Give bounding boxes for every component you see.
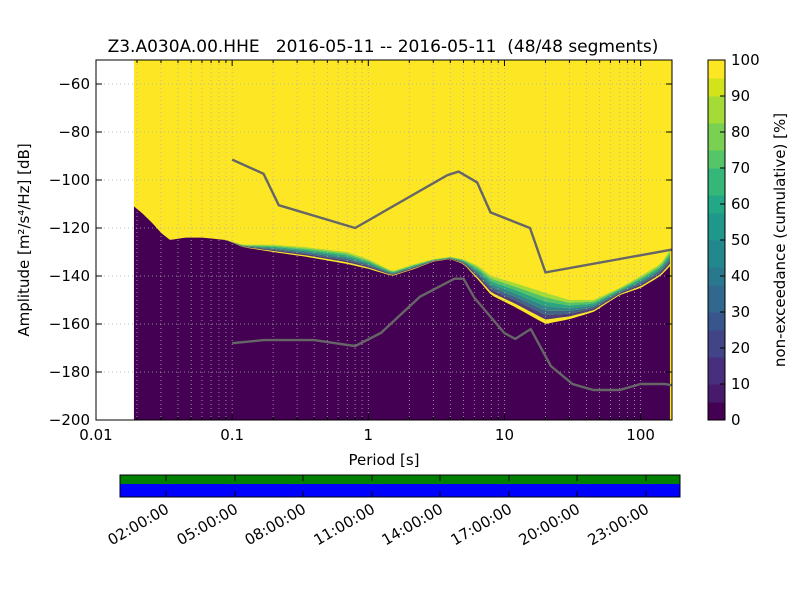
y-tick-label: −60 [58, 75, 90, 93]
colorbar-step [708, 78, 725, 88]
noise-model-line-nlnm [232, 277, 672, 392]
noise-model-lines [231, 158, 672, 392]
y-tick-label: −200 [49, 411, 90, 429]
colorbar-step [708, 240, 725, 250]
colorbar-step [708, 69, 725, 79]
colorbar-step [708, 213, 725, 223]
colorbar-step [708, 384, 725, 394]
colorbar-tick-label: 20 [731, 339, 750, 357]
colorbar-step [708, 186, 725, 196]
coverage-band-lower [120, 484, 680, 497]
y-axis-label: Amplitude [m²/s⁴/Hz] [dB] [15, 143, 33, 336]
colorbar-step [708, 159, 725, 169]
colorbar-step [708, 222, 725, 232]
colorbar-label: non-exceedance (cumulative) [%] [771, 113, 789, 367]
psd-heatmap-plot: 0.01 0.1 1 10 100 −200 −180 −160 −140 −120 −100 −8… [15, 59, 673, 469]
timeline-frame [119, 474, 681, 498]
colorbar-step [708, 411, 725, 421]
x-tick-label: 10 [495, 426, 514, 444]
colorbar-ticks: 0 10 20 30 40 50 60 70 80 90 100 [720, 51, 760, 429]
colorbar-tick-label: 40 [731, 267, 750, 285]
colorbar-tick-label: 70 [731, 159, 750, 177]
y-tick-label: −100 [49, 171, 90, 189]
colorbar-step [708, 258, 725, 268]
grid-lines [96, 60, 672, 420]
plot-frame [95, 59, 673, 421]
x-tick-label: 0.01 [79, 426, 112, 444]
colorbar-step [708, 276, 725, 286]
colorbar-tick-label: 60 [731, 195, 750, 213]
x-axis-label: Period [s] [348, 451, 419, 469]
colorbar-step [708, 132, 725, 142]
colorbar-tick-label: 80 [731, 123, 750, 141]
colorbar-step [708, 393, 725, 403]
colorbar-step [708, 60, 725, 70]
colorbar-step [708, 87, 725, 97]
colorbar-step [708, 267, 725, 277]
colorbar-step [708, 177, 725, 187]
colorbar-step [708, 123, 725, 133]
colorbar-step [708, 375, 725, 385]
y-tick-label: −160 [49, 315, 90, 333]
noise-model-line-nhnm [231, 158, 672, 274]
colorbar-step [708, 366, 725, 376]
colorbar-step [708, 168, 725, 178]
colorbar-step [708, 357, 725, 367]
colorbar-tick-label: 100 [731, 51, 760, 69]
colorbar-step [708, 339, 725, 349]
colorbar-tick-label: 30 [731, 303, 750, 321]
chart-title: Z3.A030A.00.HHE 2016-05-11 -- 2016-05-11… [108, 37, 659, 57]
colorbar-step [708, 330, 725, 340]
colorbar: 0 10 20 30 40 50 60 70 80 90 100 non-exceedance (c… [707, 51, 789, 429]
colorbar-step [708, 285, 725, 295]
x-tick-label: 1 [364, 426, 374, 444]
y-tick-label: −80 [58, 123, 90, 141]
colorbar-tick-label: 50 [731, 231, 750, 249]
colorbar-step [708, 312, 725, 322]
colorbar-step [708, 348, 725, 358]
colorbar-step [708, 105, 725, 115]
colorbar-step [708, 204, 725, 214]
colorbar-step [708, 195, 725, 205]
x-tick-label: 0.1 [220, 426, 244, 444]
coverage-band-upper [120, 475, 680, 484]
colorbar-steps [708, 60, 725, 421]
colorbar-step [708, 141, 725, 151]
x-tick-label: 100 [626, 426, 655, 444]
y-tick-label: −120 [49, 219, 90, 237]
colorbar-step [708, 402, 725, 412]
colorbar-step [708, 303, 725, 313]
colorbar-step [708, 249, 725, 259]
colorbar-tick-label: 90 [731, 87, 750, 105]
y-tick-label: −140 [49, 267, 90, 285]
x-axis: 0.01 0.1 1 10 100 [79, 60, 655, 444]
heatmap-cells [133, 60, 672, 420]
colorbar-step [708, 294, 725, 304]
colorbar-tick-label: 10 [731, 375, 750, 393]
colorbar-step [708, 321, 725, 331]
y-tick-label: −180 [49, 363, 90, 381]
y-axis: −200 −180 −160 −140 −120 −100 −80 −60 [49, 75, 672, 429]
colorbar-tick-label: 0 [731, 411, 741, 429]
colorbar-step [708, 150, 725, 160]
colorbar-step [708, 231, 725, 241]
colorbar-step [708, 114, 725, 124]
colorbar-step [708, 96, 725, 106]
